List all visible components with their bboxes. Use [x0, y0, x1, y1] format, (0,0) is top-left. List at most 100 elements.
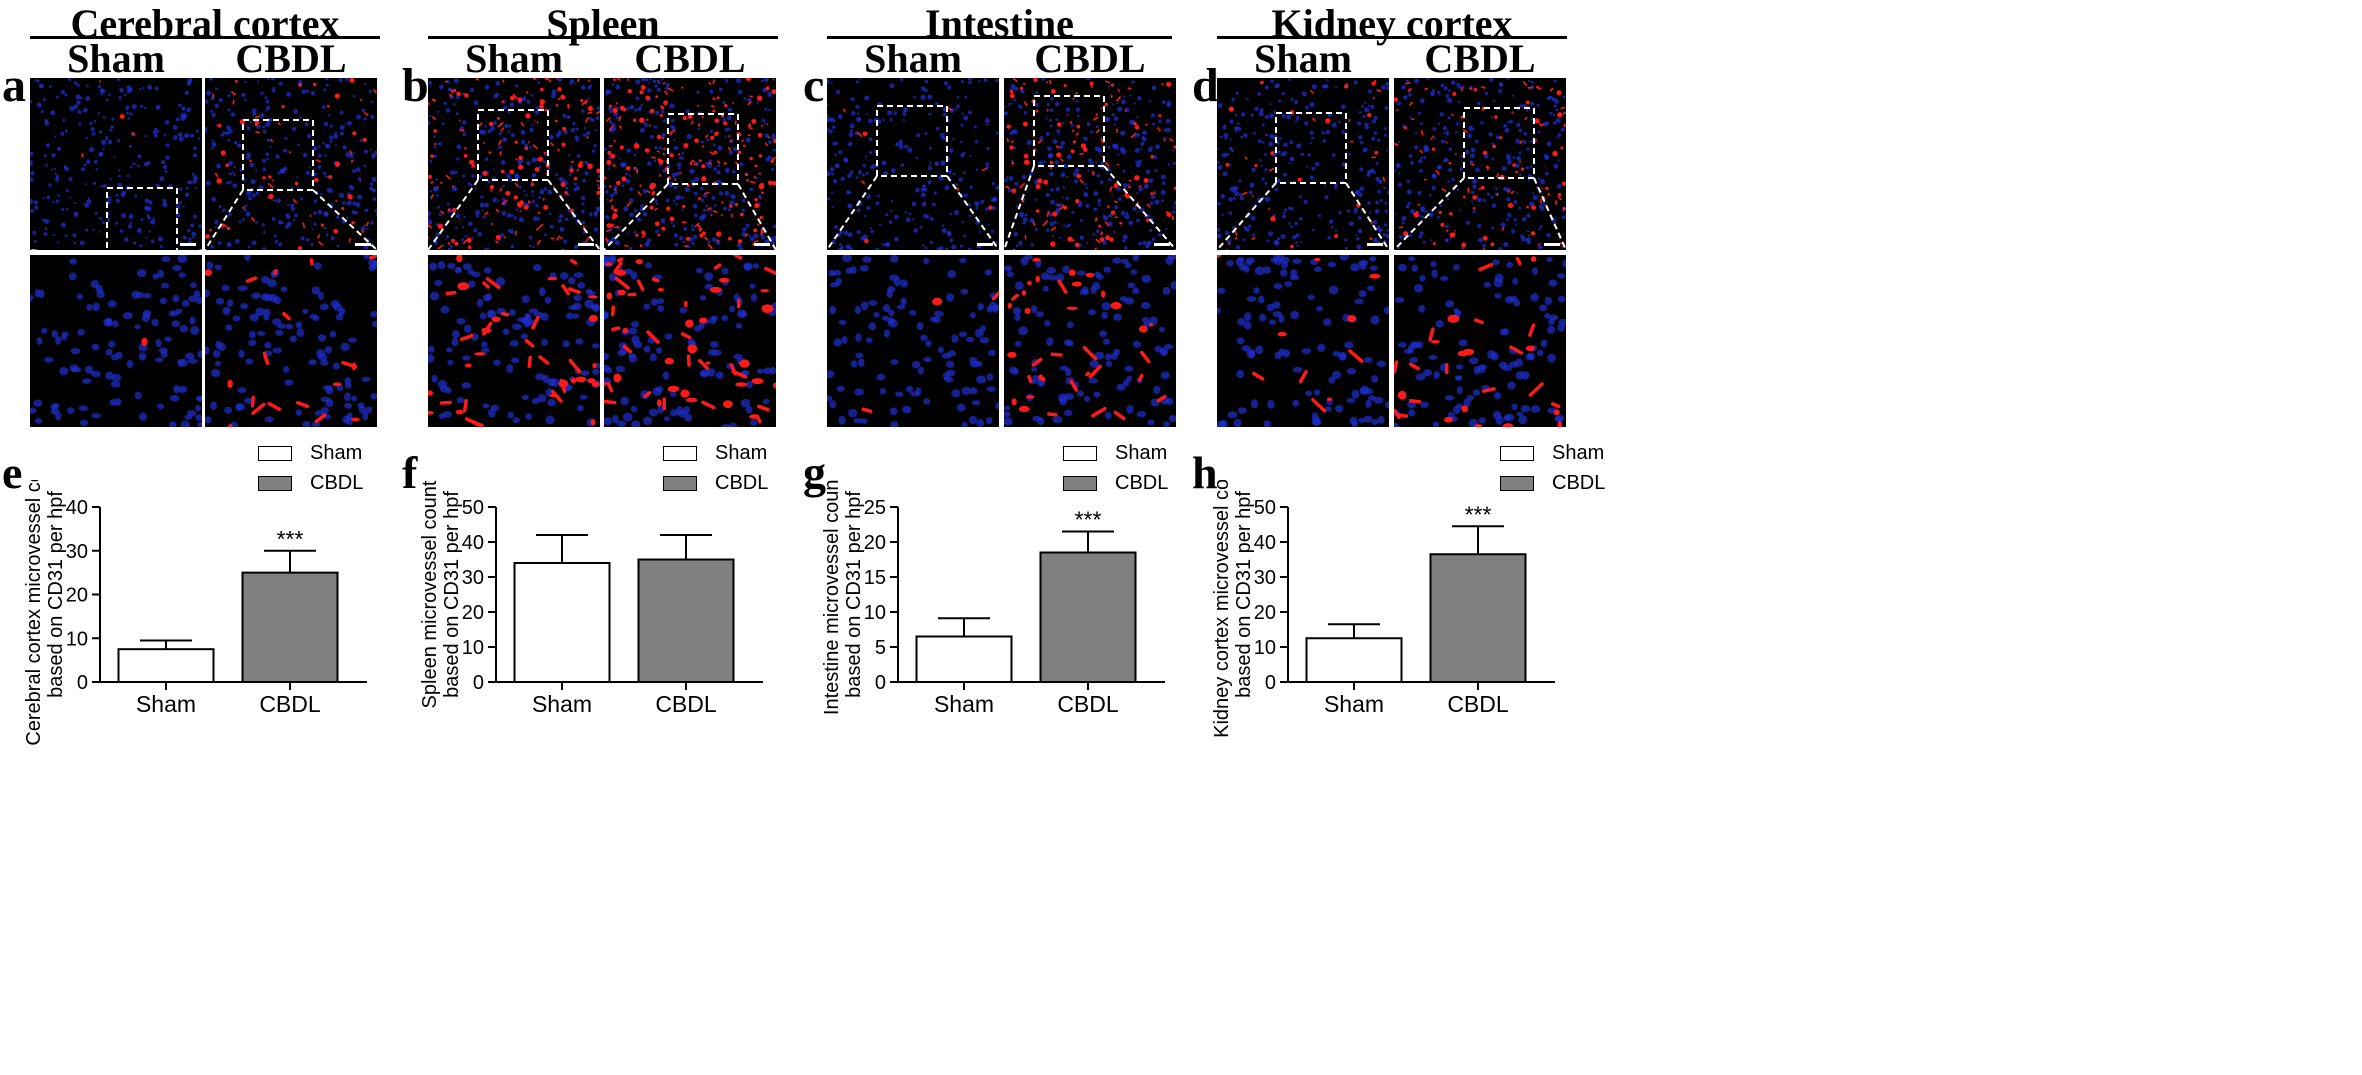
y-tick-label: 10: [1254, 637, 1276, 659]
y-tick-label: 5: [875, 637, 886, 659]
y-tick-label: 50: [462, 497, 484, 519]
legend-entry: CBDL: [663, 468, 768, 498]
panel-letter-d: d: [1192, 59, 1219, 112]
x-tick-label: Sham: [532, 691, 592, 717]
bar-sham: [513, 562, 611, 683]
y-axis-label: Intestine microvessel count: [821, 480, 843, 715]
micrograph-zoom-sham: [1217, 255, 1389, 427]
panel-title-rule: [428, 36, 778, 39]
micrograph-zoom-cbdl: [1394, 255, 1566, 427]
legend: Sham CBDL: [663, 438, 768, 498]
micrograph-overview-cbdl: [1004, 78, 1176, 250]
legend-swatch-cbdl: [258, 475, 292, 491]
panel-letter-b: b: [402, 59, 429, 112]
panel-title-rule: [30, 36, 380, 39]
legend-label: CBDL: [310, 471, 364, 494]
group-label-cbdl: CBDL: [1034, 36, 1146, 81]
y-tick-label: 10: [462, 637, 484, 659]
chart-letter-f: f: [402, 447, 418, 498]
bar-cbdl: [241, 571, 339, 683]
legend-swatch-cbdl: [663, 475, 697, 491]
legend-label: CBDL: [1552, 471, 1606, 494]
legend-swatch-sham: [258, 445, 292, 461]
legend-swatch-cbdl: [1063, 475, 1097, 491]
micrograph-zoom-cbdl: [1004, 255, 1176, 427]
group-label-sham: Sham: [465, 36, 563, 81]
bar-chart-g: Intestine microvessel count based on CD31…: [821, 480, 1165, 717]
micrograph-overview-sham: [1217, 78, 1389, 250]
bar-cbdl: [1429, 553, 1527, 683]
y-tick-label: 30: [1254, 567, 1276, 589]
x-tick-label: Sham: [934, 691, 994, 717]
legend-swatch-sham: [1063, 445, 1097, 461]
x-tick-label: CBDL: [655, 691, 717, 717]
micrograph-overview-sham: [30, 78, 202, 250]
bar-cbdl: [1039, 551, 1137, 683]
y-axis-label: based on CD31 per hpf: [843, 491, 865, 698]
legend-swatch-sham: [1500, 445, 1534, 461]
bar-chart-h: Kidney cortex microvessel count based on …: [1211, 480, 1555, 738]
legend-entry: Sham: [1063, 438, 1168, 468]
x-tick-label: CBDL: [259, 691, 321, 717]
group-label-sham: Sham: [67, 36, 165, 81]
panel-letter-a: a: [2, 59, 26, 112]
significance-marker: ***: [1465, 501, 1492, 527]
significance-marker: ***: [1075, 507, 1102, 533]
y-axis-label: based on CD31 per hpf: [441, 491, 463, 698]
y-tick-label: 30: [462, 567, 484, 589]
bar-sham: [915, 635, 1013, 683]
micrograph-overview-sham: [827, 78, 999, 250]
legend-entry: CBDL: [258, 468, 363, 498]
micrograph-zoom-sham: [30, 255, 202, 427]
chart-letter-e: e: [2, 447, 23, 498]
legend-swatch-cbdl: [1500, 475, 1534, 491]
group-label-cbdl: CBDL: [235, 36, 347, 81]
y-tick-label: 0: [473, 672, 484, 694]
y-axis-label: Kidney cortex microvessel count: [1211, 480, 1233, 738]
legend-entry: CBDL: [1500, 468, 1605, 498]
x-tick-label: Sham: [1324, 691, 1384, 717]
micrograph-overview-cbdl: [604, 78, 776, 250]
significance-marker: ***: [277, 526, 304, 552]
legend-entry: CBDL: [1063, 468, 1168, 498]
y-tick-label: 50: [1254, 497, 1276, 519]
micrograph-overview-sham: [428, 78, 600, 250]
legend-entry: Sham: [663, 438, 768, 468]
panel-letter-c: c: [803, 59, 825, 112]
y-tick-label: 0: [1265, 672, 1276, 694]
y-tick-label: 40: [66, 497, 88, 519]
legend-label: Sham: [715, 441, 768, 464]
y-tick-label: 20: [864, 532, 886, 554]
y-tick-label: 40: [1254, 532, 1276, 554]
x-tick-label: CBDL: [1057, 691, 1119, 717]
legend: Sham CBDL: [258, 438, 363, 498]
y-tick-label: 15: [864, 567, 886, 589]
x-tick-label: CBDL: [1447, 691, 1509, 717]
bar-sham: [117, 648, 215, 683]
legend-label: Sham: [1115, 441, 1168, 464]
y-tick-label: 25: [864, 497, 886, 519]
y-tick-label: 20: [66, 585, 88, 607]
panel-title-rule: [1217, 36, 1567, 39]
legend-label: Sham: [310, 441, 363, 464]
x-tick-label: Sham: [136, 691, 196, 717]
panel-title-rule: [827, 36, 1172, 39]
legend-label: CBDL: [1115, 471, 1169, 494]
legend: Sham CBDL: [1500, 438, 1605, 498]
micrograph-zoom-sham: [428, 255, 600, 427]
legend-swatch-sham: [663, 445, 697, 461]
bar-cbdl: [637, 558, 735, 683]
y-tick-label: 0: [77, 672, 88, 694]
bar-chart-f: Spleen microvessel count based on CD31 pe…: [419, 480, 763, 717]
y-axis-label: Cerebral cortex microvessel count: [23, 480, 45, 746]
chart-letter-h: h: [1192, 447, 1218, 498]
micrograph-overview-cbdl: [1394, 78, 1566, 250]
y-axis-label: Spleen microvessel count: [419, 480, 441, 708]
micrograph-zoom-cbdl: [604, 255, 776, 427]
group-label-cbdl: CBDL: [634, 36, 746, 81]
legend-entry: Sham: [258, 438, 363, 468]
chart-letter-g: g: [803, 447, 826, 498]
y-tick-label: 20: [462, 602, 484, 624]
y-tick-label: 20: [1254, 602, 1276, 624]
legend-label: CBDL: [715, 471, 769, 494]
